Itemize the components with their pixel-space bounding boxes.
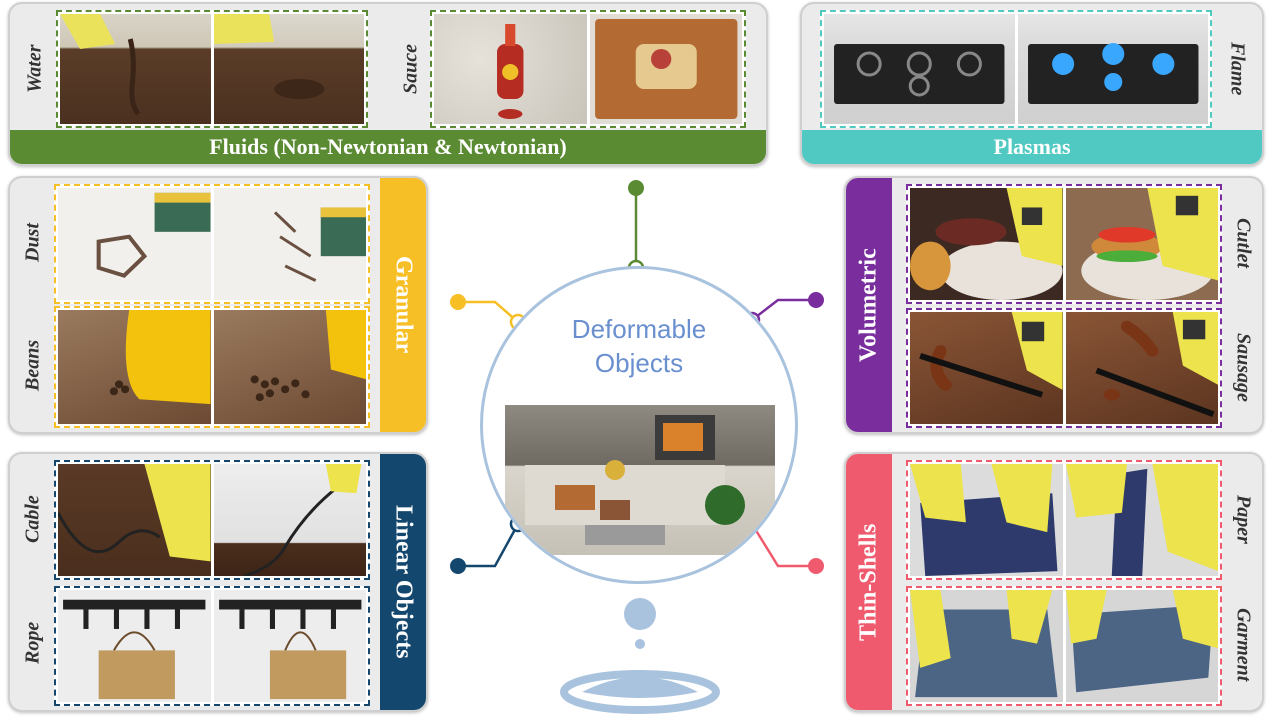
dust-image-1 xyxy=(58,188,211,300)
sausage-image-1 xyxy=(910,312,1063,424)
cable-images xyxy=(54,460,370,580)
fluids-panel: Water Sauce xyxy=(8,2,768,166)
sauce-label: Sauce xyxy=(399,44,422,94)
water-label: Water xyxy=(23,44,46,94)
sauce-images xyxy=(430,10,746,128)
fluids-connector xyxy=(627,180,645,277)
garment-images xyxy=(906,586,1222,706)
rope-label: Rope xyxy=(21,621,44,665)
rope-image-2 xyxy=(213,590,366,702)
cable-image-2 xyxy=(213,464,366,576)
dust-label: Dust xyxy=(21,223,44,263)
linear-objects-panel: Cable Rope xyxy=(8,452,428,712)
flame-images xyxy=(820,10,1212,128)
volumetric-panel: Volumetric Cutlet xyxy=(844,176,1264,434)
beans-image-1 xyxy=(58,310,211,424)
cable-image-1 xyxy=(58,464,211,576)
sausage-images xyxy=(906,308,1222,428)
rope-image-1 xyxy=(58,590,211,702)
beans-label: Beans xyxy=(21,339,44,391)
water-images xyxy=(56,10,368,128)
center-circle: Deformable Objects xyxy=(480,266,798,584)
flame-image-2 xyxy=(1017,14,1208,124)
sausage-image-2 xyxy=(1065,312,1218,424)
center-title-line2: Objects xyxy=(594,348,684,378)
cutlet-image-2 xyxy=(1065,188,1218,300)
rope-images xyxy=(54,586,370,706)
beans-images xyxy=(54,306,370,428)
paper-image-1 xyxy=(910,464,1063,576)
dust-images xyxy=(54,184,370,304)
cable-label: Cable xyxy=(21,495,44,543)
linear-objects-category-bar: Linear Objects xyxy=(380,454,426,710)
flame-image-1 xyxy=(824,14,1015,124)
water-image-1 xyxy=(60,14,211,124)
garment-label: Garment xyxy=(1232,608,1255,682)
garment-image-1 xyxy=(910,590,1063,702)
water-drop-icon xyxy=(560,598,720,714)
dust-image-2 xyxy=(213,188,366,300)
granular-panel: Dust Beans xyxy=(8,176,428,434)
cutlet-image-1 xyxy=(910,188,1063,300)
kitchen-scene-image xyxy=(505,405,775,555)
thin-shells-panel: Thin-Shells Paper xyxy=(844,452,1264,712)
garment-image-2 xyxy=(1065,590,1218,702)
fluids-category-bar: Fluids (Non-Newtonian & Newtonian) xyxy=(10,130,766,164)
cutlet-label: Cutlet xyxy=(1232,217,1255,268)
sauce-image-2 xyxy=(589,14,742,124)
sauce-image-1 xyxy=(434,14,587,124)
paper-images xyxy=(906,460,1222,580)
paper-image-2 xyxy=(1065,464,1218,576)
water-image-2 xyxy=(213,14,364,124)
beans-image-2 xyxy=(213,310,366,424)
sausage-label: Sausage xyxy=(1232,332,1255,402)
granular-category-bar: Granular xyxy=(380,178,426,432)
volumetric-category-bar: Volumetric xyxy=(846,178,892,432)
plasmas-category-bar: Plasmas xyxy=(802,130,1262,164)
thin-shells-category-bar: Thin-Shells xyxy=(846,454,892,710)
center-title-line1: Deformable xyxy=(571,314,707,344)
flame-label: Flame xyxy=(1226,42,1249,96)
paper-label: Paper xyxy=(1232,494,1255,544)
plasmas-panel: Flame Plasmas xyxy=(800,2,1264,166)
cutlet-images xyxy=(906,184,1222,304)
